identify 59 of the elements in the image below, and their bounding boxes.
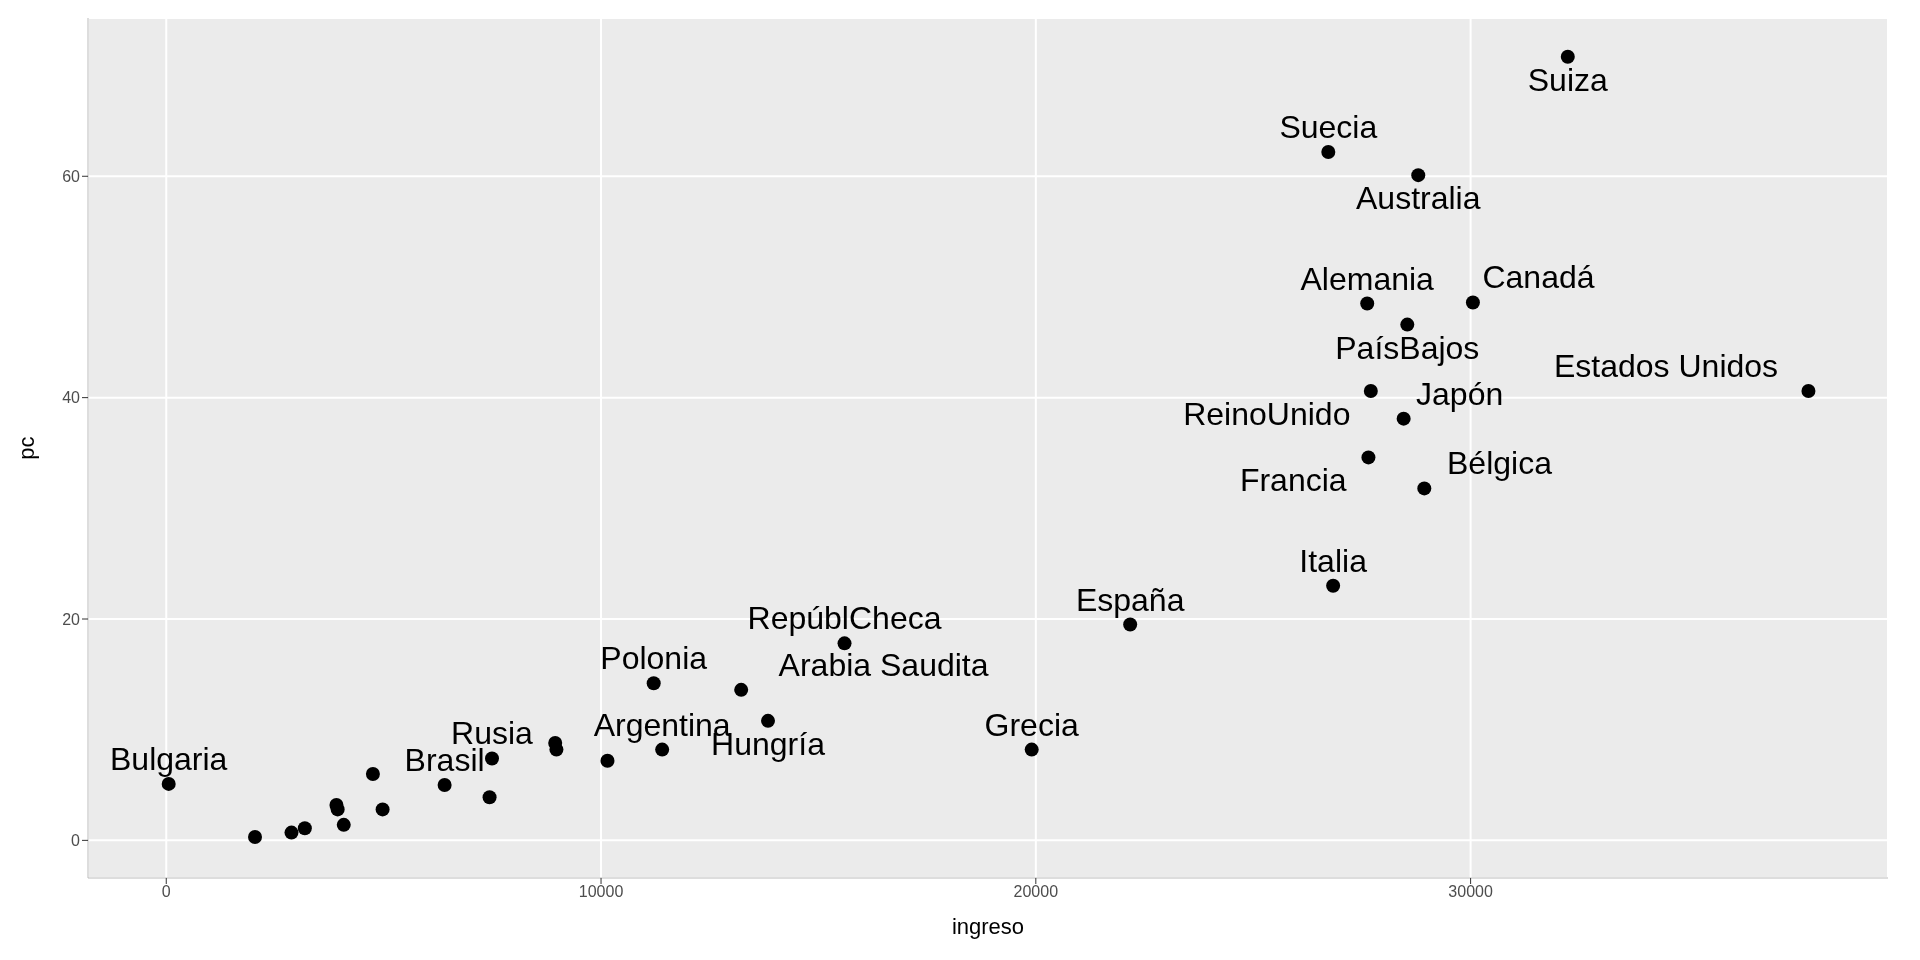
data-label: Suiza — [1527, 61, 1609, 98]
data-label: España — [1075, 581, 1185, 618]
data-label: Francia — [1239, 462, 1347, 499]
data-label: Polonia — [600, 640, 708, 677]
point — [1360, 296, 1375, 311]
point — [1396, 411, 1411, 426]
point — [1801, 384, 1816, 398]
point — [734, 682, 749, 697]
y-axis-title: pc — [13, 436, 39, 460]
point — [161, 776, 176, 791]
point — [655, 742, 670, 757]
data-label: Italia — [1299, 542, 1368, 579]
point — [1326, 578, 1341, 593]
point — [284, 825, 299, 840]
point — [646, 676, 661, 691]
point — [297, 821, 312, 836]
point — [1560, 49, 1575, 64]
data-label: Bulgaria — [109, 740, 228, 777]
point — [837, 636, 852, 651]
point — [330, 802, 345, 817]
y-tick-label: 60 — [62, 167, 81, 185]
x-tick-label: 10000 — [578, 883, 624, 901]
data-label: Canadá — [1482, 259, 1595, 296]
y-tick-label: 0 — [71, 832, 81, 850]
point — [1123, 617, 1138, 632]
point — [1417, 481, 1432, 496]
point — [1400, 317, 1415, 332]
point — [1411, 168, 1426, 183]
data-label: RepúblCheca — [747, 600, 942, 637]
data-label: Grecia — [984, 706, 1080, 743]
data-label: Suecia — [1279, 108, 1378, 145]
x-tick-label: 0 — [161, 883, 171, 901]
point — [1465, 295, 1480, 310]
point — [1361, 450, 1376, 465]
x-axis-title: ingreso — [951, 914, 1025, 939]
x-tick-label: 30000 — [1448, 883, 1493, 901]
y-tick-label: 40 — [62, 389, 81, 407]
point — [437, 778, 452, 793]
point — [1024, 742, 1039, 757]
point — [336, 817, 351, 832]
point — [1321, 144, 1336, 159]
x-tick-label: 20000 — [1013, 883, 1059, 901]
data-label: PaísBajos — [1335, 329, 1480, 366]
data-label: Australia — [1356, 180, 1481, 217]
data-label: Japón — [1416, 375, 1504, 412]
data-label: ReinoUnido — [1183, 396, 1351, 432]
point — [761, 713, 775, 728]
point — [482, 790, 497, 805]
point — [485, 751, 499, 766]
point — [365, 766, 380, 781]
point — [1363, 384, 1378, 398]
data-label: Bélgica — [1447, 445, 1553, 482]
data-label: Arabia Saudita — [778, 646, 989, 683]
point — [375, 802, 390, 817]
data-label: Alemania — [1300, 260, 1435, 297]
point — [248, 830, 262, 845]
point — [600, 753, 615, 768]
data-label: Estados Unidos — [1553, 348, 1779, 384]
y-tick-label: 20 — [62, 610, 81, 628]
